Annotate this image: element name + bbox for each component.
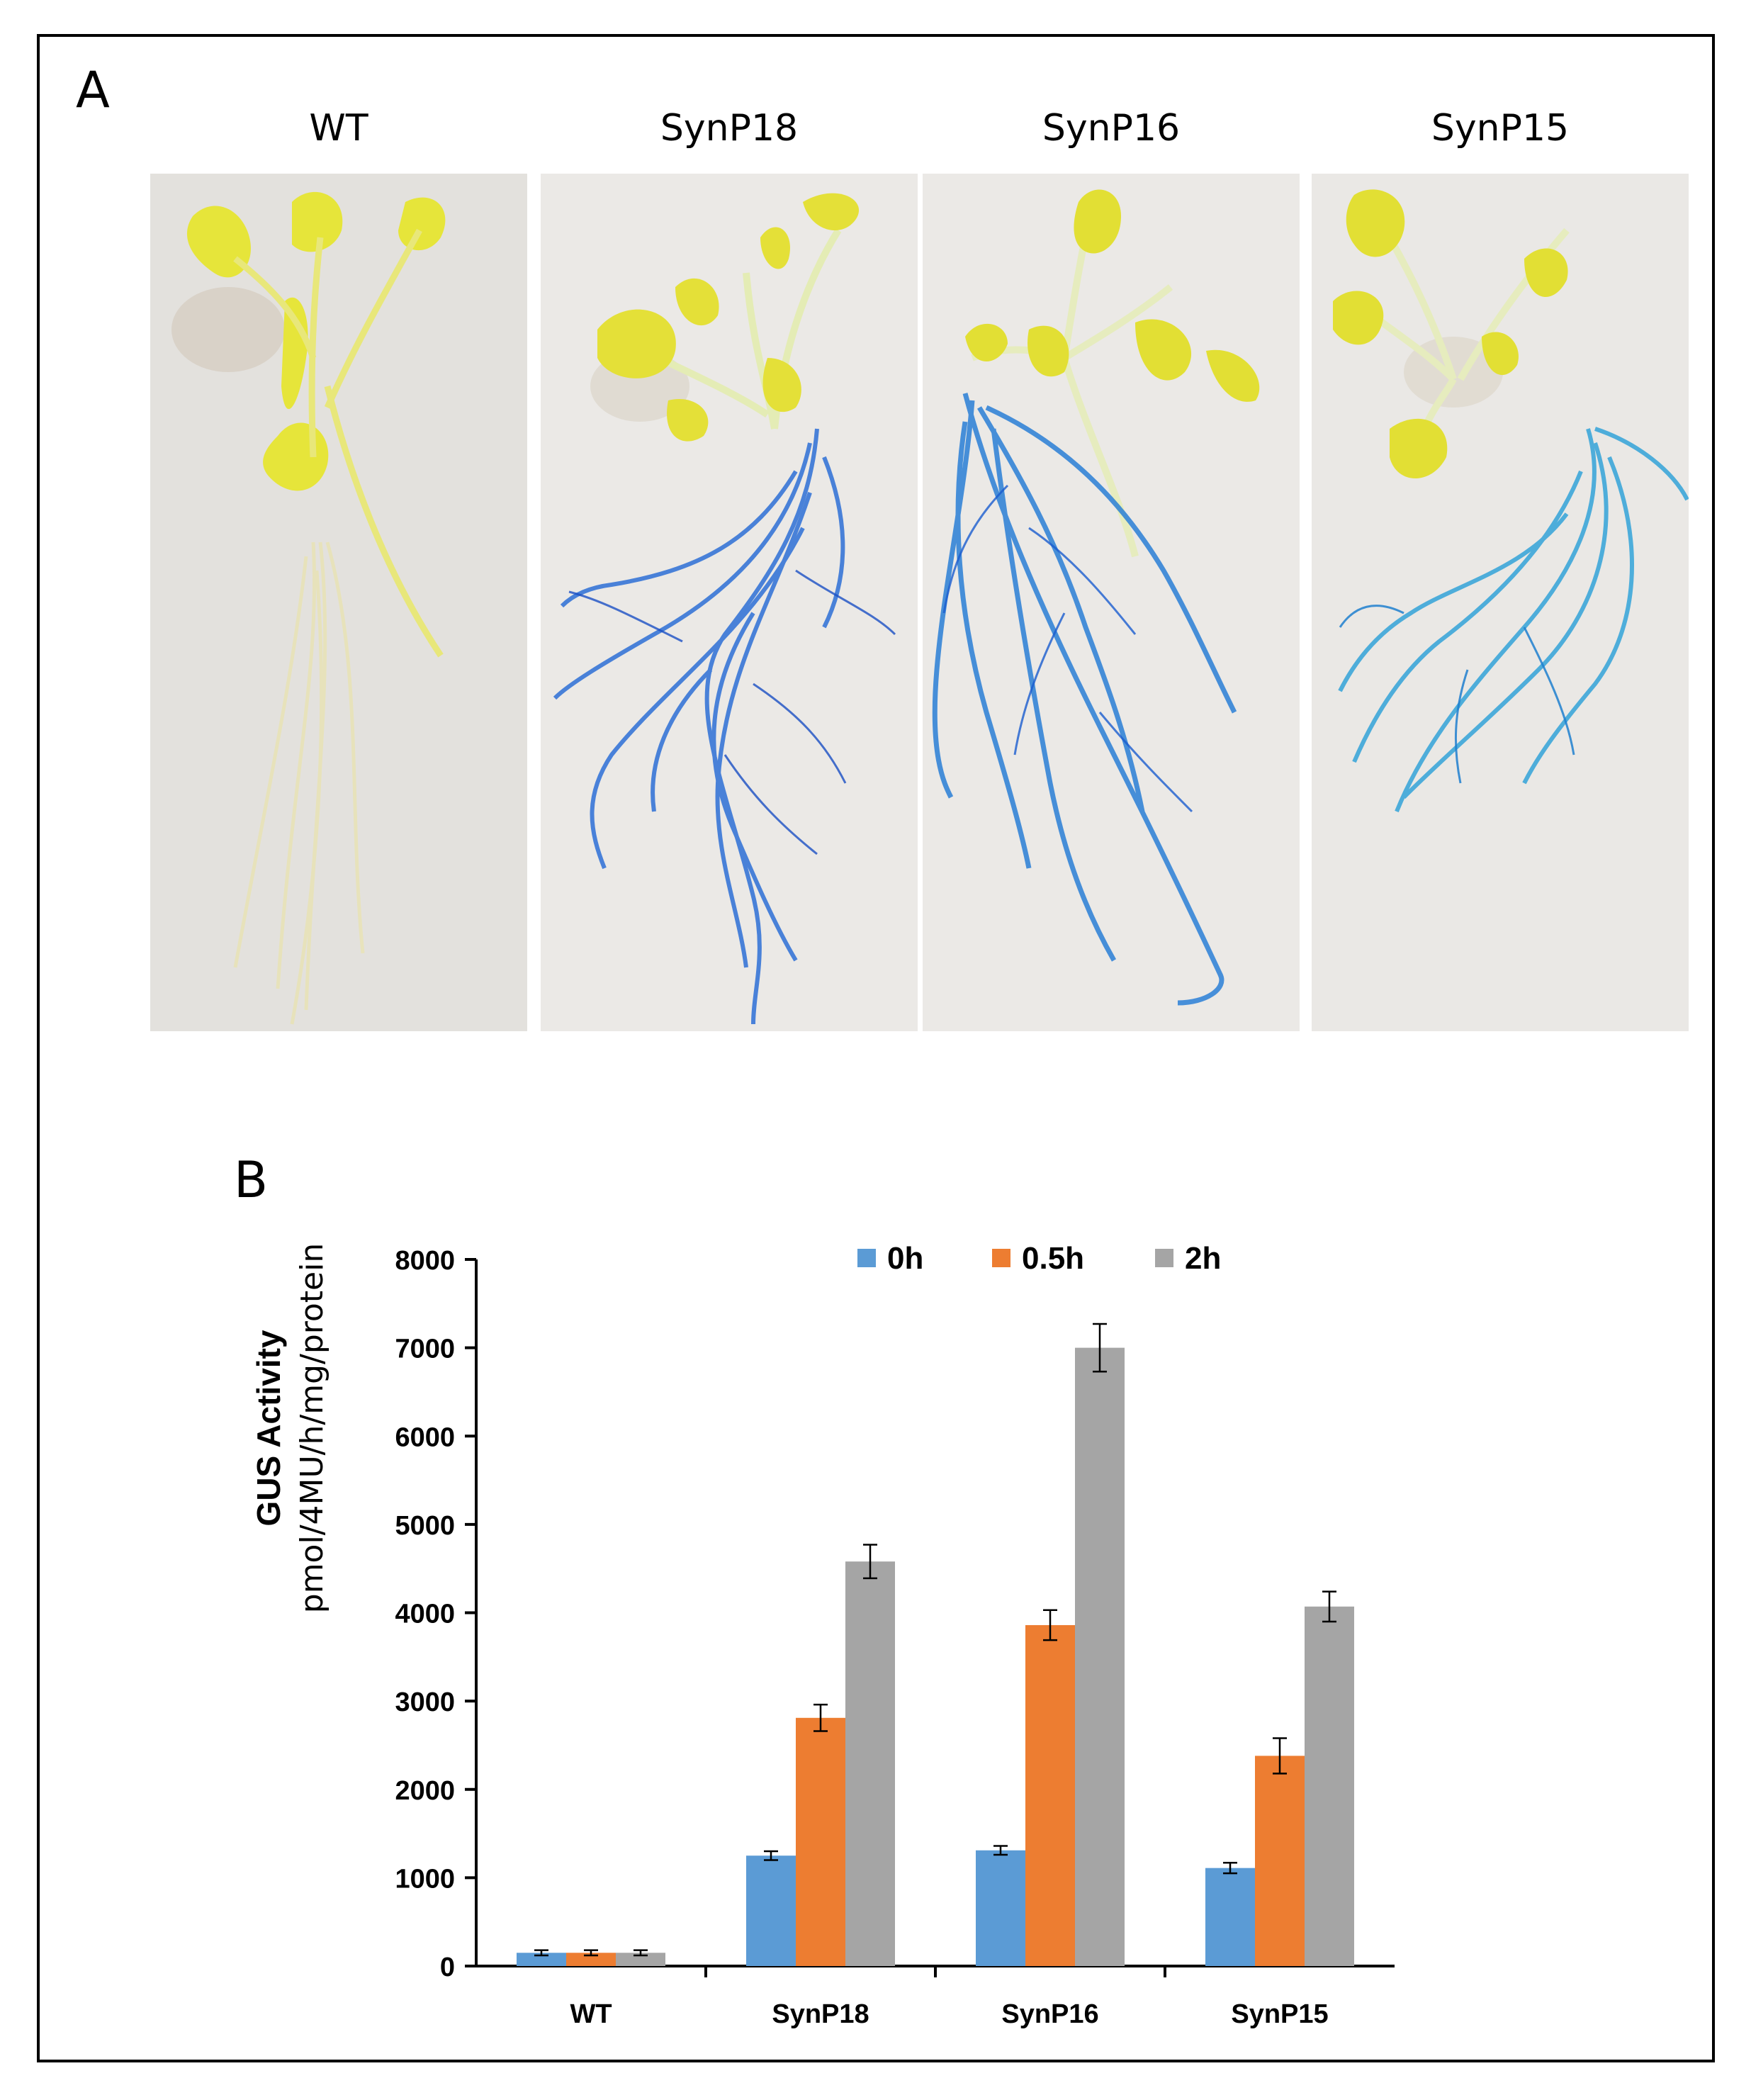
bar bbox=[1255, 1756, 1305, 1966]
legend-swatch bbox=[857, 1249, 876, 1267]
photo-synp16-seedling bbox=[923, 174, 1300, 1031]
bar bbox=[1075, 1347, 1125, 1966]
bar bbox=[566, 1953, 616, 1966]
bar bbox=[616, 1953, 665, 1966]
x-category-label: WT bbox=[570, 1999, 612, 2029]
y-tick-label: 7000 bbox=[395, 1335, 455, 1364]
photo-label-synp16: SynP16 bbox=[1042, 107, 1181, 150]
bar bbox=[845, 1561, 895, 1966]
y-tick-label: 1000 bbox=[395, 1864, 455, 1894]
bar bbox=[1305, 1606, 1354, 1966]
panel-a-letter: A bbox=[76, 61, 110, 119]
y-axis-title: GUS Activity bbox=[250, 1330, 287, 1526]
legend-swatch bbox=[1155, 1249, 1173, 1267]
y-tick-label: 0 bbox=[440, 1953, 455, 1982]
y-tick-label: 3000 bbox=[395, 1688, 455, 1717]
bar bbox=[976, 1850, 1025, 1966]
legend-label: 0h bbox=[887, 1241, 923, 1276]
bar bbox=[1205, 1868, 1255, 1966]
panel-b-letter: B bbox=[234, 1151, 269, 1209]
y-tick-label: 5000 bbox=[395, 1511, 455, 1541]
legend-label: 2h bbox=[1185, 1241, 1221, 1276]
legend-swatch bbox=[992, 1249, 1010, 1267]
photo-label-synp18: SynP18 bbox=[660, 107, 799, 150]
photo-synp18-seedling bbox=[541, 174, 918, 1031]
x-category-label: SynP18 bbox=[772, 1999, 869, 2029]
bar bbox=[517, 1953, 566, 1966]
x-category-label: SynP15 bbox=[1231, 1999, 1328, 2029]
bar bbox=[746, 1855, 796, 1966]
y-tick-label: 6000 bbox=[395, 1422, 455, 1452]
photo-wt-seedling bbox=[150, 174, 527, 1031]
y-tick-label: 8000 bbox=[395, 1246, 455, 1276]
x-category-label: SynP16 bbox=[1001, 1999, 1098, 2029]
bar bbox=[1025, 1624, 1075, 1966]
y-axis-units: pmol/4MU/h/mg/protein bbox=[294, 1243, 330, 1613]
y-tick-label: 4000 bbox=[395, 1600, 455, 1629]
photo-label-synp15: SynP15 bbox=[1431, 107, 1570, 150]
y-tick-label: 2000 bbox=[395, 1776, 455, 1806]
legend-label: 0.5h bbox=[1022, 1241, 1084, 1276]
photo-label-wt: WT bbox=[309, 107, 368, 150]
photo-synp15-seedling bbox=[1312, 174, 1689, 1031]
bar bbox=[796, 1717, 845, 1966]
